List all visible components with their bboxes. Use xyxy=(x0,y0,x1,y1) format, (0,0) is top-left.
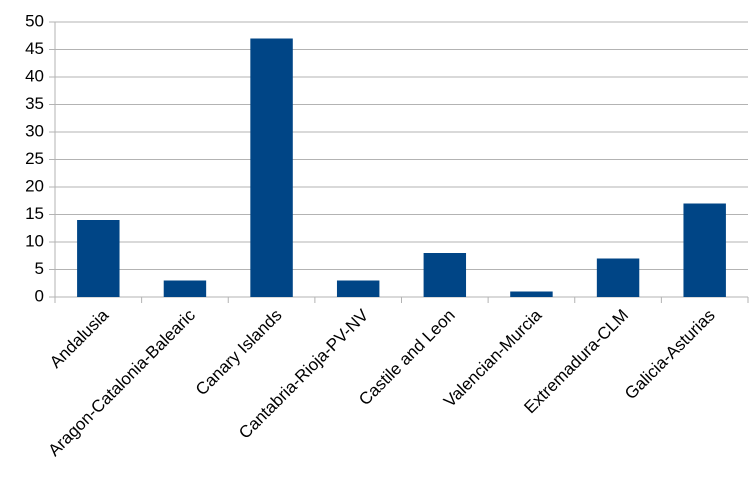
bar xyxy=(163,280,207,297)
bar xyxy=(336,280,380,297)
bar xyxy=(510,291,553,297)
x-tick-label: Canary Islands xyxy=(192,306,286,400)
y-tick-label: 15 xyxy=(25,204,44,223)
y-tick-label: 30 xyxy=(25,121,44,140)
y-tick-label: 50 xyxy=(25,11,44,30)
x-tick-label: Aragon-Catalonia-Balearic xyxy=(45,305,200,460)
bar xyxy=(596,258,640,297)
y-tick-label: 10 xyxy=(25,231,44,250)
y-tick-label: 35 xyxy=(25,94,44,113)
x-tick-label: Galicia-Asturias xyxy=(621,306,719,404)
x-tick-label: Andalusia xyxy=(46,305,113,372)
y-tick-label: 20 xyxy=(25,176,44,195)
bar xyxy=(683,203,726,297)
bar xyxy=(77,220,120,297)
y-tick-label: 0 xyxy=(35,286,44,305)
y-tick-label: 25 xyxy=(25,149,44,168)
y-tick-label: 5 xyxy=(35,259,44,278)
y-tick-label: 40 xyxy=(25,66,44,85)
bar xyxy=(250,38,293,297)
bar xyxy=(423,253,467,297)
y-tick-label: 45 xyxy=(25,39,44,58)
